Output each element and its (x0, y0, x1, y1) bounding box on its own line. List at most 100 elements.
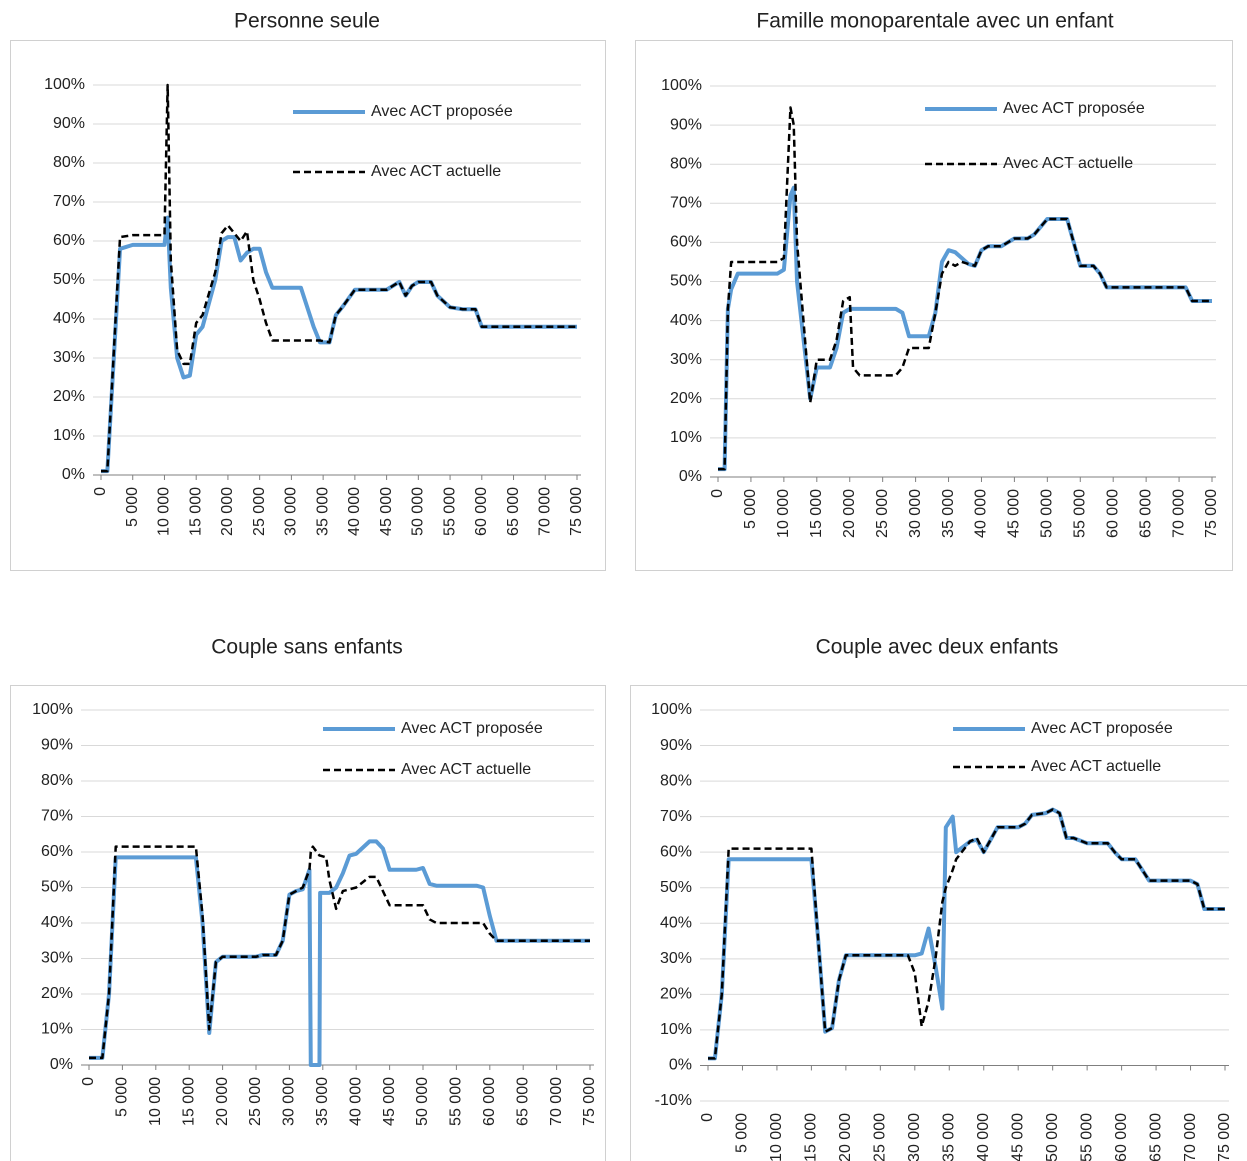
legend-label: Avec ACT proposée (1031, 720, 1173, 737)
x-tick-label: 5 000 (742, 489, 759, 529)
x-tick-label: 50 000 (1039, 489, 1056, 538)
x-tick-label: 15 000 (180, 1077, 197, 1126)
x-tick-label: 35 000 (314, 1077, 331, 1126)
y-tick-label: 30% (41, 950, 73, 967)
x-tick-label: 30 000 (281, 1077, 298, 1126)
y-tick-label: 0% (62, 466, 85, 483)
y-tick-label: 0% (679, 468, 702, 485)
y-tick-label: 80% (41, 772, 73, 789)
data-line (718, 106, 1212, 471)
data-line (89, 839, 590, 1067)
x-tick-label: 40 000 (347, 1077, 364, 1126)
chart-frame (10, 40, 606, 571)
y-tick-label: 90% (41, 737, 73, 754)
x-tick-label: 75 000 (1216, 1113, 1233, 1161)
x-tick-label: 40 000 (346, 487, 363, 536)
x-tick-label: 5 000 (124, 487, 141, 527)
legend-label: Avec ACT proposée (1003, 100, 1145, 117)
chart-title: Personne seule (234, 10, 380, 33)
x-tick-label: 5 000 (734, 1113, 751, 1153)
x-tick-label: 0 (699, 1113, 716, 1122)
x-tick-label: 25 000 (872, 1113, 889, 1161)
data-line (89, 845, 590, 1060)
x-tick-label: 60 000 (473, 487, 490, 536)
y-tick-label: 40% (53, 310, 85, 327)
x-tick-label: 65 000 (1137, 489, 1154, 538)
x-tick-label: 15 000 (803, 1113, 820, 1161)
y-tick-label: 60% (670, 234, 702, 251)
y-tick-label: 90% (670, 116, 702, 133)
y-tick-label: 30% (53, 349, 85, 366)
chart-frame (630, 685, 1247, 1161)
x-tick-label: 65 000 (514, 1077, 531, 1126)
x-tick-label: 35 000 (314, 487, 331, 536)
y-tick-label: 70% (41, 808, 73, 825)
x-tick-label: 25 000 (874, 489, 891, 538)
y-tick-label: 50% (660, 879, 692, 896)
x-tick-label: 10 000 (156, 487, 173, 536)
x-tick-label: 50 000 (410, 487, 427, 536)
x-tick-label: 0 (92, 487, 109, 496)
x-tick-label: 20 000 (841, 489, 858, 538)
x-tick-label: 50 000 (414, 1077, 431, 1126)
y-tick-label: -10% (655, 1092, 692, 1109)
x-tick-label: 30 000 (907, 489, 924, 538)
x-tick-label: 0 (80, 1077, 97, 1086)
chart-title: Couple sans enfants (211, 636, 402, 659)
x-tick-label: 70 000 (548, 1077, 565, 1126)
x-tick-label: 30 000 (906, 1113, 923, 1161)
y-tick-label: 50% (41, 879, 73, 896)
y-tick-label: 20% (660, 986, 692, 1003)
y-tick-label: 40% (660, 914, 692, 931)
y-tick-label: 20% (53, 388, 85, 405)
x-tick-label: 40 000 (975, 1113, 992, 1161)
x-tick-label: 25 000 (247, 1077, 264, 1126)
x-tick-label: 75 000 (581, 1077, 598, 1126)
x-tick-label: 75 000 (1203, 489, 1220, 538)
x-tick-label: 25 000 (251, 487, 268, 536)
y-tick-label: 70% (660, 808, 692, 825)
y-tick-label: 50% (670, 273, 702, 290)
data-line (708, 807, 1225, 1061)
y-tick-label: 50% (53, 271, 85, 288)
y-tick-label: 70% (53, 193, 85, 210)
y-tick-label: 30% (670, 351, 702, 368)
x-tick-label: 55 000 (448, 1077, 465, 1126)
data-line (101, 215, 577, 474)
y-tick-label: 0% (669, 1057, 692, 1074)
chart-frame (635, 40, 1233, 571)
y-tick-label: 10% (41, 1021, 73, 1038)
x-tick-label: 50 000 (1044, 1113, 1061, 1161)
x-tick-label: 45 000 (1006, 489, 1023, 538)
x-tick-label: 20 000 (214, 1077, 231, 1126)
legend-label: Avec ACT actuelle (401, 761, 531, 778)
y-tick-label: 100% (651, 701, 692, 718)
legend-label: Avec ACT actuelle (371, 163, 501, 180)
x-tick-label: 45 000 (378, 487, 395, 536)
x-tick-label: 60 000 (481, 1077, 498, 1126)
y-tick-label: 60% (41, 843, 73, 860)
y-tick-label: 20% (670, 390, 702, 407)
y-tick-label: 80% (670, 155, 702, 172)
y-tick-label: 60% (660, 843, 692, 860)
x-tick-label: 70 000 (536, 487, 553, 536)
legend-label: Avec ACT actuelle (1031, 758, 1161, 775)
y-tick-label: 100% (661, 77, 702, 94)
x-tick-label: 30 000 (283, 487, 300, 536)
x-tick-label: 0 (709, 489, 726, 498)
chart-title: Couple avec deux enfants (816, 636, 1059, 659)
y-tick-label: 90% (53, 115, 85, 132)
x-tick-label: 75 000 (568, 487, 585, 536)
chart-frame (10, 685, 606, 1161)
chart-title: Famille monoparentale avec un enfant (756, 10, 1113, 33)
x-tick-label: 70 000 (1182, 1113, 1199, 1161)
y-tick-label: 100% (32, 701, 73, 718)
y-tick-label: 90% (660, 737, 692, 754)
y-tick-label: 10% (670, 429, 702, 446)
legend-label: Avec ACT proposée (371, 103, 513, 120)
x-tick-label: 35 000 (940, 1113, 957, 1161)
y-tick-label: 10% (660, 1021, 692, 1038)
y-tick-label: 10% (53, 427, 85, 444)
y-tick-label: 60% (53, 232, 85, 249)
